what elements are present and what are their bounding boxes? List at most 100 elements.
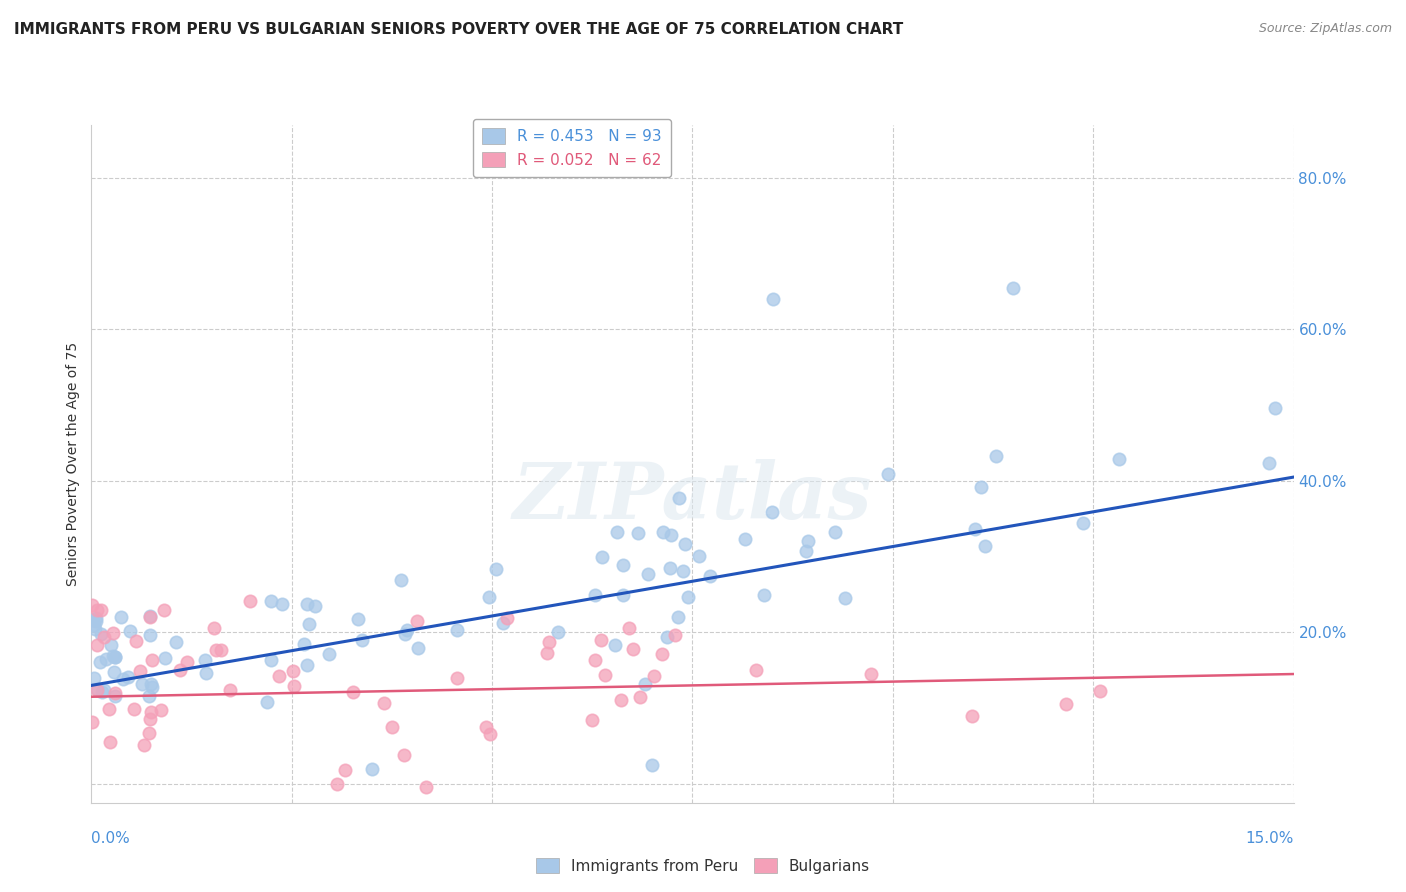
Point	[538, 635, 561, 649]
Point	[547, 625, 569, 640]
Point	[877, 467, 900, 481]
Point	[485, 562, 508, 576]
Point	[97, 702, 120, 716]
Point	[754, 588, 776, 602]
Point	[86, 611, 108, 625]
Point	[209, 643, 232, 657]
Point	[239, 594, 262, 608]
Point	[415, 780, 437, 794]
Point	[98, 735, 121, 749]
Point	[970, 480, 993, 494]
Point	[666, 610, 689, 624]
Point	[165, 634, 187, 648]
Point	[637, 566, 659, 581]
Point	[1088, 683, 1111, 698]
Point	[94, 652, 117, 666]
Point	[93, 630, 115, 644]
Point	[297, 597, 319, 611]
Text: 0.0%: 0.0%	[91, 831, 131, 846]
Point	[610, 693, 633, 707]
Point	[627, 525, 650, 540]
Point	[617, 621, 640, 635]
Point	[406, 614, 429, 628]
Point	[1258, 456, 1281, 470]
Point	[256, 695, 278, 709]
Point	[1071, 516, 1094, 531]
Point	[350, 632, 373, 647]
Legend: Immigrants from Peru, Bulgarians: Immigrants from Peru, Bulgarians	[530, 852, 876, 880]
Point	[138, 712, 160, 726]
Point	[595, 668, 617, 682]
Point	[86, 682, 108, 697]
Point	[963, 522, 986, 536]
Point	[104, 650, 127, 665]
Point	[155, 650, 177, 665]
Point	[381, 720, 404, 734]
Point	[267, 668, 290, 682]
Point	[169, 663, 191, 677]
Point	[93, 682, 115, 697]
Point	[139, 705, 162, 719]
Point	[342, 684, 364, 698]
Point	[984, 449, 1007, 463]
Point	[960, 708, 983, 723]
Point	[446, 671, 468, 685]
Point	[103, 626, 125, 640]
Point	[260, 594, 283, 608]
Point	[643, 669, 665, 683]
Point	[141, 653, 163, 667]
Point	[176, 655, 198, 669]
Point	[761, 505, 783, 519]
Point	[583, 588, 606, 602]
Point	[83, 618, 105, 632]
Point	[623, 641, 645, 656]
Point	[89, 655, 111, 669]
Text: Source: ZipAtlas.com: Source: ZipAtlas.com	[1258, 22, 1392, 36]
Point	[651, 647, 673, 661]
Point	[104, 689, 127, 703]
Point	[292, 637, 315, 651]
Point	[83, 671, 105, 685]
Point	[86, 639, 108, 653]
Point	[688, 549, 710, 563]
Point	[394, 627, 416, 641]
Point	[606, 524, 628, 539]
Point	[496, 611, 519, 625]
Point	[794, 544, 817, 558]
Point	[333, 763, 356, 777]
Point	[824, 525, 846, 540]
Point	[100, 638, 122, 652]
Point	[659, 528, 682, 542]
Point	[536, 646, 558, 660]
Point	[82, 599, 104, 613]
Point	[281, 664, 304, 678]
Point	[634, 677, 657, 691]
Point	[86, 683, 108, 698]
Point	[202, 621, 225, 635]
Point	[132, 738, 155, 752]
Point	[1108, 451, 1130, 466]
Point	[141, 677, 163, 691]
Point	[585, 653, 607, 667]
Point	[373, 696, 395, 710]
Point	[80, 714, 103, 729]
Point	[478, 591, 501, 605]
Point	[664, 628, 686, 642]
Point	[128, 665, 150, 679]
Point	[120, 624, 142, 639]
Point	[581, 713, 603, 727]
Point	[84, 614, 107, 628]
Point	[139, 609, 162, 624]
Point	[90, 603, 112, 617]
Point	[86, 603, 108, 617]
Point	[389, 574, 412, 588]
Text: 15.0%: 15.0%	[1246, 831, 1294, 846]
Y-axis label: Seniors Poverty Over the Age of 75: Seniors Poverty Over the Age of 75	[66, 342, 80, 586]
Point	[218, 682, 240, 697]
Point	[150, 703, 173, 717]
Point	[139, 610, 162, 624]
Point	[283, 680, 305, 694]
Point	[676, 590, 699, 604]
Point	[101, 648, 124, 663]
Point	[734, 532, 756, 546]
